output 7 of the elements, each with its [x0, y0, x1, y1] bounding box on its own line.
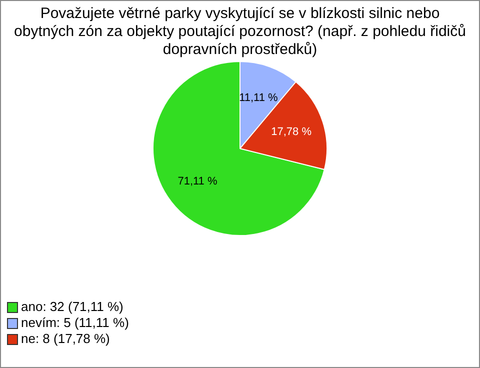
- legend-label: ne: 8 (17,78 %): [21, 331, 110, 347]
- data-label: 11,11 %: [239, 92, 278, 104]
- legend-label: ano: 32 (71,11 %): [21, 299, 124, 315]
- data-label: 71,11 %: [178, 176, 218, 188]
- legend-label: nevím: 5 (11,11 %): [21, 315, 129, 331]
- chart-title: Považujete větrné parky vyskytující se v blízkosti silnic nebo obytných zón za objekty poutající pozornost? (např. z pohledu řidičů dopravních prostředků): [13, 5, 467, 59]
- data-label: 17,78 %: [271, 126, 312, 138]
